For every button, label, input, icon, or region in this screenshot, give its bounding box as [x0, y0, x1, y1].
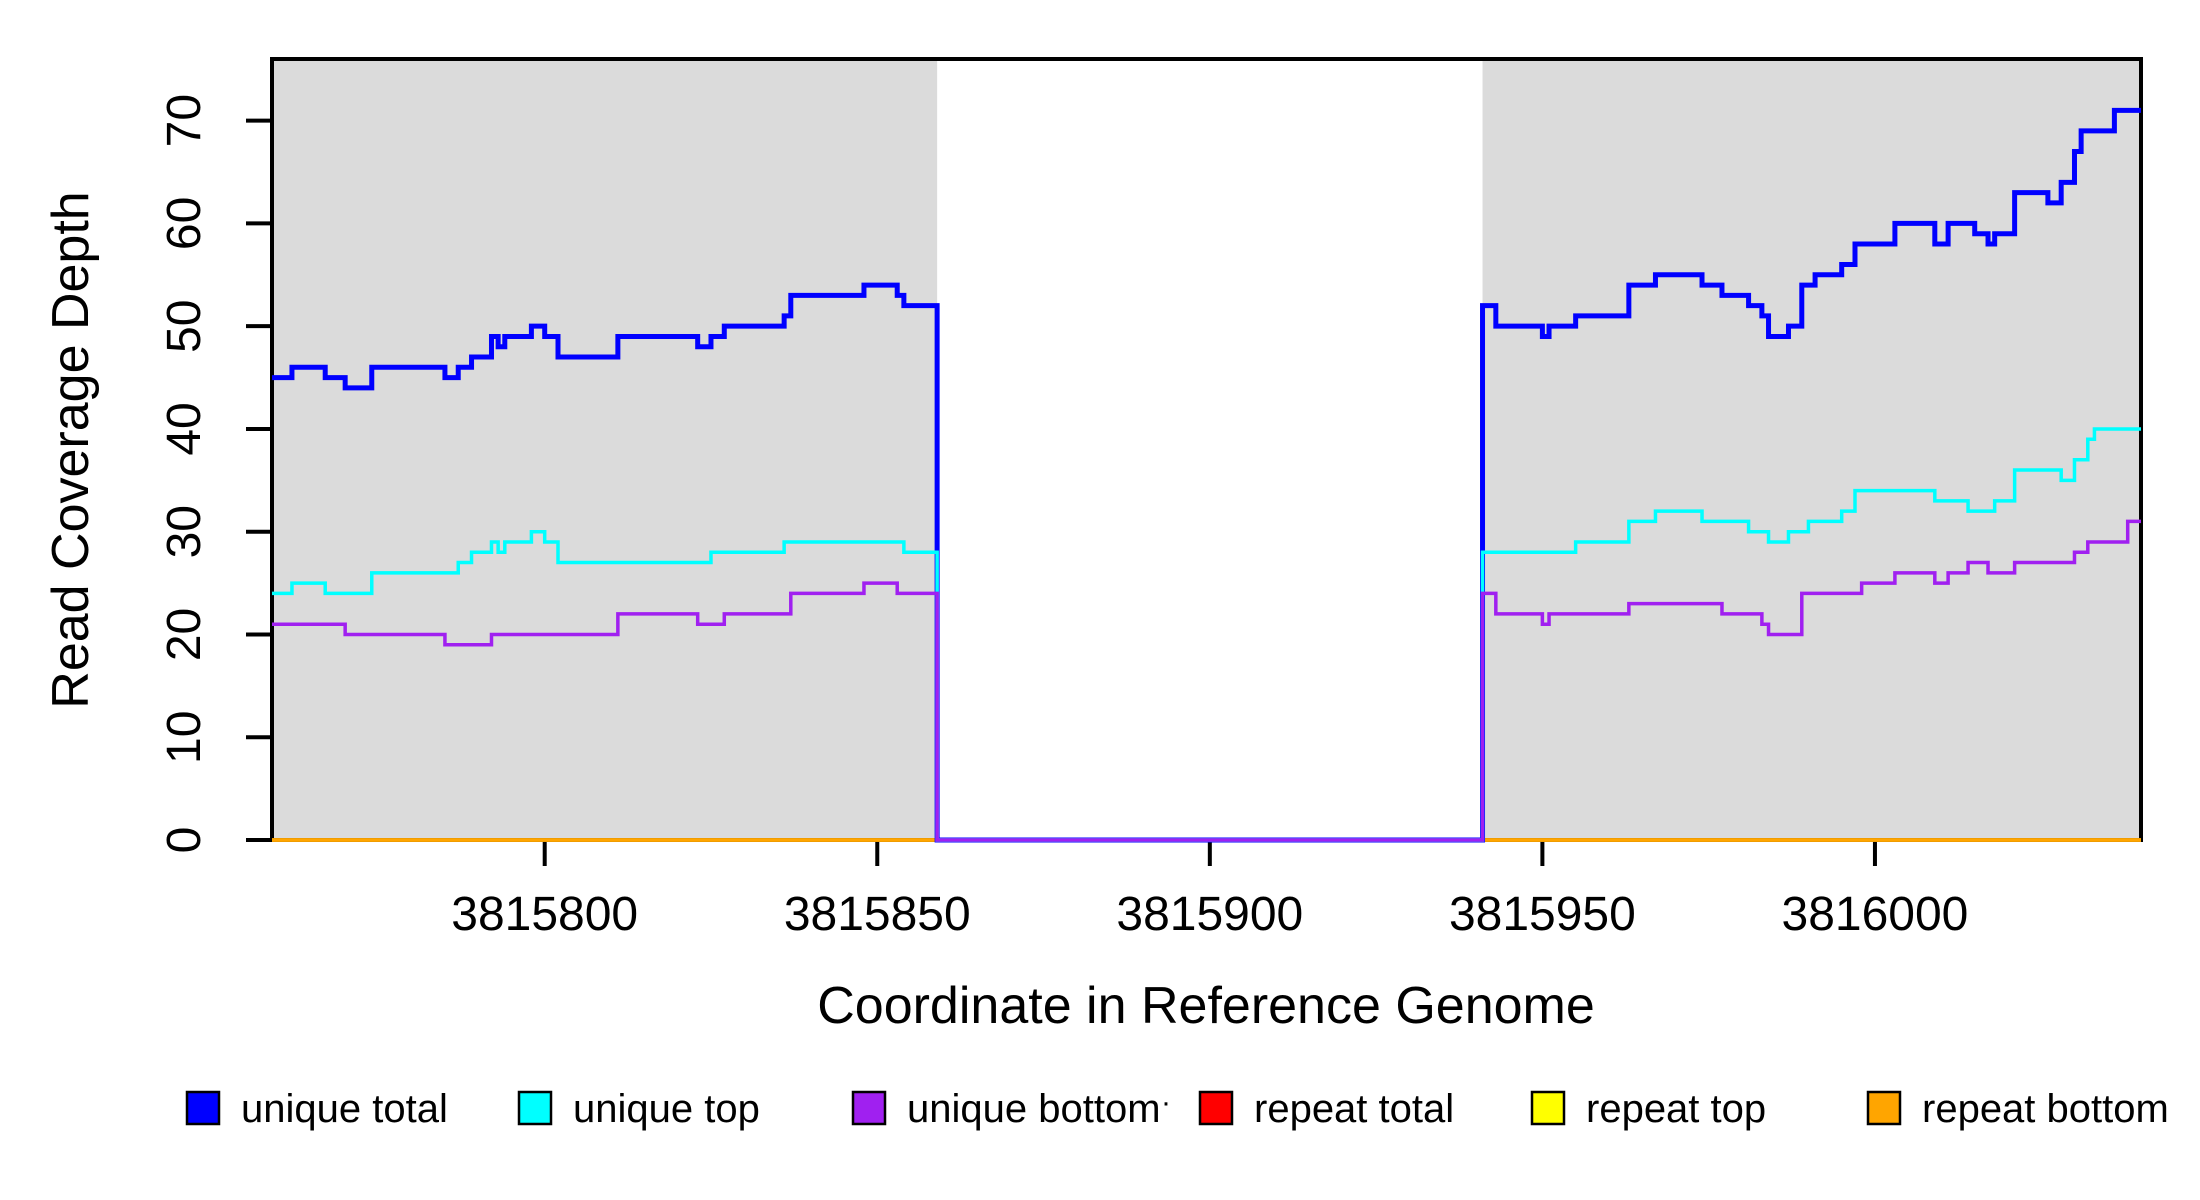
x-tick-label: 3815900: [1116, 888, 1303, 941]
legend-label: repeat bottom: [1922, 1087, 2169, 1131]
y-tick-label: 20: [158, 608, 211, 661]
legend-swatch-repeat-total: [1198, 1090, 1234, 1126]
legend-swatch-repeat-top: [1530, 1090, 1566, 1126]
shaded-region: [272, 59, 938, 840]
shaded-region: [1482, 59, 2141, 840]
y-tick-label: 50: [158, 299, 211, 352]
legend-swatch-unique-total: [185, 1090, 221, 1126]
axes-layer: 3815800 3815850 3815900 3815950 3816000 0 10 20…: [158, 57, 2143, 941]
legend-swatch-repeat-bottom: [1866, 1090, 1902, 1126]
legend-label: repeat top: [1586, 1087, 1766, 1131]
series-line-unique-top: [272, 427, 2141, 842]
legend-label: repeat total: [1254, 1087, 1454, 1131]
x-tick-label: 3816000: [1782, 888, 1969, 941]
y-tick-label: 10: [158, 711, 211, 764]
shaded-regions-layer: [272, 59, 2141, 840]
x-tick-label: 3815950: [1449, 888, 1636, 941]
x-tick-label: 3815800: [451, 888, 638, 941]
series-layer: [272, 107, 2141, 843]
y-tick-label: 70: [158, 94, 211, 147]
y-tick-label: 30: [158, 505, 211, 558]
y-tick-label: 60: [158, 197, 211, 250]
y-tick-label: 0: [158, 827, 211, 854]
series-line-unique-bottom: [272, 519, 2141, 842]
x-axis-title: Coordinate in Reference Genome: [817, 977, 1595, 1035]
legend: unique total unique top unique bottom repea…: [185, 1087, 2169, 1131]
legend-label: unique top: [573, 1087, 760, 1131]
legend-swatch-unique-top: [517, 1090, 553, 1126]
series-line-unique-total: [272, 107, 2141, 843]
legend-swatch-unique-bottom: [851, 1090, 887, 1126]
legend-label: unique total: [241, 1087, 448, 1131]
x-tick-label: 3815850: [784, 888, 971, 941]
legend-label: unique bottom: [907, 1087, 1161, 1131]
stray-mark: ·: [1161, 1086, 1171, 1119]
y-tick-label: 40: [158, 402, 211, 455]
y-axis-title: Read Coverage Depth: [42, 191, 100, 708]
